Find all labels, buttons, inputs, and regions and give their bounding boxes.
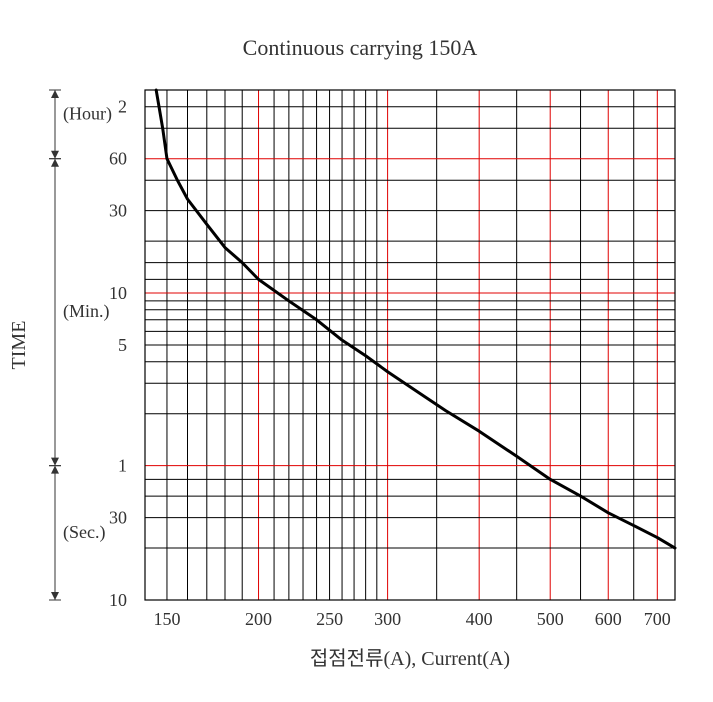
x-tick-label: 150 bbox=[153, 609, 180, 629]
y-tick-label: 30 bbox=[109, 508, 127, 528]
y-tick-label: 1 bbox=[118, 456, 127, 476]
y-axis-title: TIME bbox=[8, 321, 30, 370]
y-unit-label: (Sec.) bbox=[63, 522, 105, 543]
y-tick-label: 30 bbox=[109, 201, 127, 221]
chart-container: 150 200 250 300 400 500 600 700 2 60 30 10 5 1 30 10 (Ho… bbox=[0, 0, 713, 702]
x-tick-label: 700 bbox=[644, 609, 671, 629]
x-tick-label: 400 bbox=[466, 609, 493, 629]
x-tick-label: 500 bbox=[537, 609, 564, 629]
x-tick-label: 250 bbox=[316, 609, 343, 629]
chart-title: Continuous carrying 150A bbox=[243, 35, 478, 60]
y-tick-label: 10 bbox=[109, 283, 127, 303]
y-tick-label: 60 bbox=[109, 149, 127, 169]
chart-svg: 150 200 250 300 400 500 600 700 2 60 30 10 5 1 30 10 (Ho… bbox=[0, 0, 713, 702]
x-axis-title: 접점전류(A), Current(A) bbox=[310, 647, 510, 670]
y-unit-label: (Hour) bbox=[63, 103, 112, 124]
y-tick-label: 10 bbox=[109, 590, 127, 610]
x-tick-label: 300 bbox=[374, 609, 401, 629]
y-tick-label: 5 bbox=[118, 335, 127, 355]
x-tick-label: 600 bbox=[595, 609, 622, 629]
y-unit-label: (Min.) bbox=[63, 301, 110, 322]
x-tick-label: 200 bbox=[245, 609, 272, 629]
y-tick-label: 2 bbox=[118, 97, 127, 117]
